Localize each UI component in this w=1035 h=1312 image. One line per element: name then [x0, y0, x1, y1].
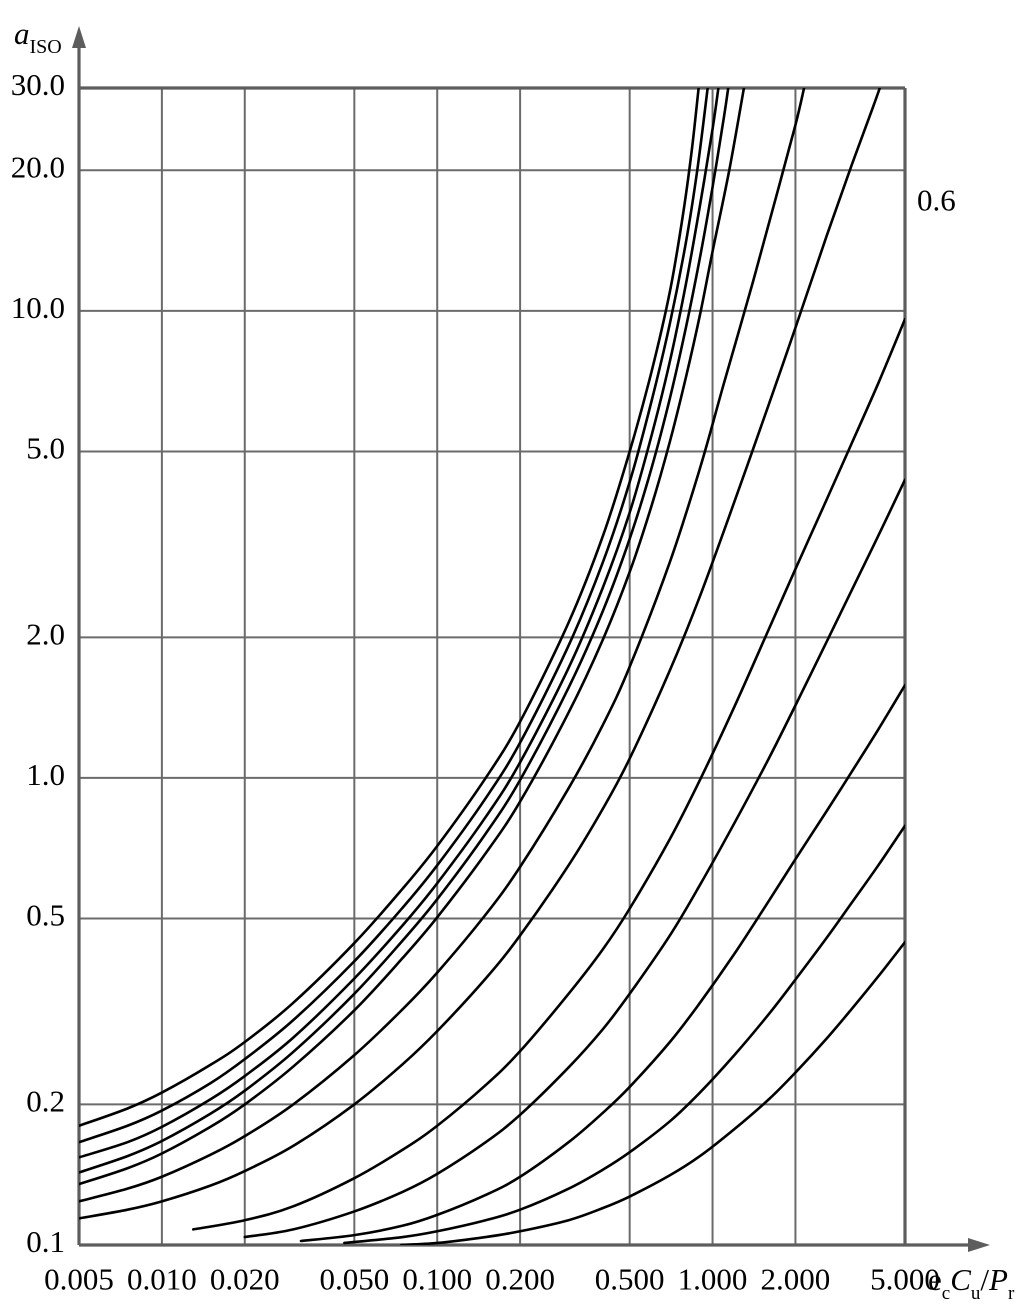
y-axis-title-main: a: [14, 16, 30, 51]
curve-kappa-0.5: [191, 317, 905, 1231]
curve-kappa-3: [79, 88, 709, 1144]
axis-layer: [72, 26, 990, 1252]
curve-kappa-0.6: [79, 88, 882, 1220]
x-tick-label-4: 0.100: [402, 1261, 472, 1296]
x-tick-label-2: 0.020: [210, 1261, 280, 1296]
x-tick-label-5: 0.200: [485, 1261, 555, 1296]
x-tick-label-3: 0.050: [319, 1261, 389, 1296]
curve-kappa-2: [79, 88, 720, 1159]
curve-kappa-4: [79, 88, 700, 1128]
x-tick-label-7: 1.000: [678, 1261, 748, 1296]
axis-y-arrowhead: [72, 26, 86, 48]
curve-kappa-0.8: [79, 88, 806, 1203]
curve-kappa-0.2: [343, 824, 905, 1245]
axis-x-arrowhead: [968, 1238, 990, 1252]
x-axis-title-P-sub: r: [1008, 1283, 1015, 1304]
x-tick-label-8: 2.000: [761, 1261, 831, 1296]
y-tick-label-2: 10.0: [11, 290, 65, 325]
y-tick-label-4: 2.0: [26, 616, 65, 651]
curve-annotation-0: 0.6: [917, 182, 956, 217]
x-tick-label-9: 5.000: [870, 1261, 940, 1296]
y-axis-title-sub: ISO: [30, 36, 62, 58]
x-axis-title-e-sub: c: [942, 1283, 950, 1304]
y-axis-title: aISO: [14, 16, 62, 58]
curve-layer: [79, 88, 905, 1245]
x-axis-title-slash: /: [980, 1262, 989, 1297]
y-tick-label-1: 20.0: [11, 149, 65, 184]
y-tick-label-5: 1.0: [26, 757, 65, 792]
curve-kappa-1.5: [79, 88, 730, 1174]
x-tick-label-0: 0.005: [44, 1261, 114, 1296]
x-axis-title-P: P: [988, 1262, 1008, 1297]
x-axis-title: ecCu/Pr: [928, 1262, 1015, 1304]
y-tick-label-7: 0.2: [26, 1084, 65, 1119]
x-tick-label-1: 0.010: [127, 1261, 197, 1296]
x-tick-label-6: 0.500: [595, 1261, 665, 1296]
y-tick-label-8: 0.1: [26, 1224, 65, 1259]
y-tick-label-0: 30.0: [11, 67, 65, 102]
curve-kappa-0.4: [243, 478, 905, 1239]
curve-kappa-0.15: [399, 940, 905, 1245]
curve-kappa-0.3: [299, 683, 905, 1243]
x-axis-title-e: e: [928, 1262, 942, 1297]
x-axis-title-C: C: [950, 1262, 971, 1297]
x-axis-title-C-sub: u: [971, 1283, 981, 1304]
grid-layer: [78, 87, 906, 1246]
label-layer: 30.0 20.0 10.0 5.0 2.0 1.0 0.5 0.2 0.10.005 0.010…: [11, 67, 956, 1296]
curve-kappa-1: [79, 88, 746, 1186]
y-tick-label-3: 5.0: [26, 431, 65, 466]
y-tick-label-6: 0.5: [26, 898, 65, 933]
